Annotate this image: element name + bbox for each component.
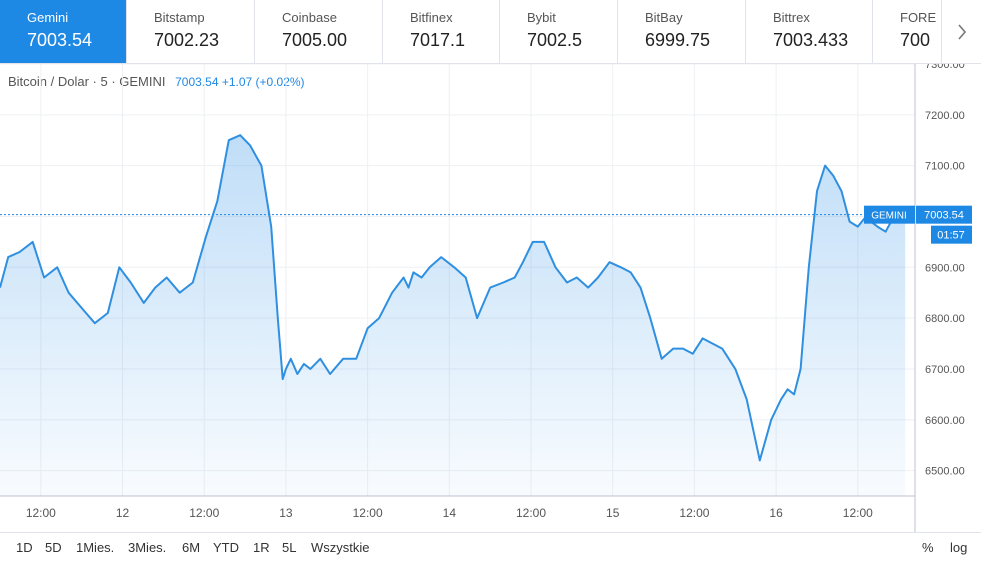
range-button-5l[interactable]: 5L [282, 540, 297, 555]
exchange-tab-coinbase[interactable]: Coinbase 7005.00 [255, 0, 383, 63]
range-button-wszystkie[interactable]: Wszystkie [311, 540, 370, 555]
range-button-6m[interactable]: 6M [182, 540, 201, 555]
range-button-1r[interactable]: 1R [253, 540, 270, 555]
exchange-price: 6999.75 [645, 30, 711, 50]
exchange-price: 7003.54 [27, 30, 93, 50]
exchange-name: BitBay [645, 10, 683, 25]
range-button-ytd[interactable]: YTD [213, 540, 239, 555]
exchange-price: 7002.5 [527, 30, 583, 50]
x-tick-label: 12:00 [843, 506, 873, 520]
exchange-name: Bybit [527, 10, 556, 25]
x-tick-label: 15 [606, 506, 620, 520]
last-price-badge [916, 205, 972, 224]
y-tick-label: 6900.00 [925, 262, 965, 274]
y-tick-label: 6500.00 [925, 466, 965, 478]
log-scale-toggle[interactable]: log [950, 540, 968, 555]
y-tick-label: 7200.00 [925, 110, 965, 122]
exchange-tab-bitstamp[interactable]: Bitstamp 7002.23 [127, 0, 255, 63]
x-tick-label: 14 [443, 506, 457, 520]
bar-countdown: 01:57 [937, 230, 965, 242]
x-tick-label: 16 [769, 506, 783, 520]
exchange-tab-gemini[interactable]: Gemini 7003.54 [0, 0, 127, 63]
exchange-tab-bittrex[interactable]: Bittrex 7003.433 [746, 0, 873, 63]
x-tick-label: 13 [279, 506, 293, 520]
exchange-price: 7002.23 [154, 30, 220, 50]
x-tick-label: 12:00 [679, 506, 709, 520]
y-tick-label: 7100.00 [925, 161, 965, 173]
range-button-1mies[interactable]: 1Mies. [76, 540, 115, 555]
exchange-name: FORE [900, 10, 937, 25]
exchange-price: 7003.433 [773, 30, 849, 50]
price-area [0, 135, 906, 496]
exchange-tab-bitbay[interactable]: BitBay 6999.75 [618, 0, 746, 63]
exchange-tab-bybit[interactable]: Bybit 7002.5 [500, 0, 618, 63]
range-button-5d[interactable]: 5D [45, 540, 62, 555]
x-tick-label: 12:00 [189, 506, 219, 520]
exchange-name: Bitfinex [410, 10, 453, 25]
y-tick-label: 7300.00 [925, 64, 965, 71]
exchange-name: Coinbase [282, 10, 337, 25]
exchange-tab-bitfinex[interactable]: Bitfinex 7017.1 [383, 0, 500, 63]
x-tick-label: 12:00 [516, 506, 546, 520]
exchange-tabs: Gemini 7003.54 Bitstamp 7002.23 Coinbase 7005… [0, 0, 981, 64]
y-tick-label: 6600.00 [925, 415, 965, 427]
range-button-3mies[interactable]: 3Mies. [128, 540, 167, 555]
exchange-name: Bitstamp [154, 10, 205, 25]
time-range-bar: 1D 5D 1Mies. 3Mies. 6M YTD 1R 5L Wszystkie% log [0, 532, 981, 564]
x-tick-label: 12:00 [26, 506, 56, 520]
exchange-price: 7017.1 [410, 30, 466, 50]
x-tick-label: 12:00 [353, 506, 383, 520]
price-line [0, 134, 906, 462]
symbol-label: Bitcoin / Dolar · 5 · GEMINI [8, 74, 166, 89]
exchange-label-badge [864, 205, 915, 224]
y-tick-label: 6700.00 [925, 364, 965, 376]
chart-legend: Bitcoin / Dolar · 5 · GEMINI 7003.54 +1.… [8, 74, 305, 89]
exchange-label: GEMINI [871, 211, 907, 222]
countdown-badge [931, 225, 972, 244]
exchange-name: Gemini [27, 10, 69, 25]
x-tick-label: 12 [116, 506, 130, 520]
exchange-price: 700 [900, 30, 931, 50]
legend-values: 7003.54 +1.07 (+0.02%) [175, 75, 305, 89]
price-chart[interactable]: Bitcoin / Dolar · 5 · GEMINI 7003.54 +1.… [0, 64, 981, 532]
next-exchanges-button[interactable] [941, 0, 981, 63]
last-price-value: 7003.54 [924, 210, 964, 222]
exchange-price: 7005.00 [282, 30, 348, 50]
range-button-1d[interactable]: 1D [16, 540, 33, 555]
percent-scale-toggle[interactable]: % [922, 540, 934, 555]
y-tick-label: 6800.00 [925, 313, 965, 325]
exchange-name: Bittrex [773, 10, 810, 25]
chart-canvas[interactable]: 6500.006600.006700.006800.006900.007000.… [0, 64, 981, 532]
chevron-right-icon [957, 23, 966, 40]
